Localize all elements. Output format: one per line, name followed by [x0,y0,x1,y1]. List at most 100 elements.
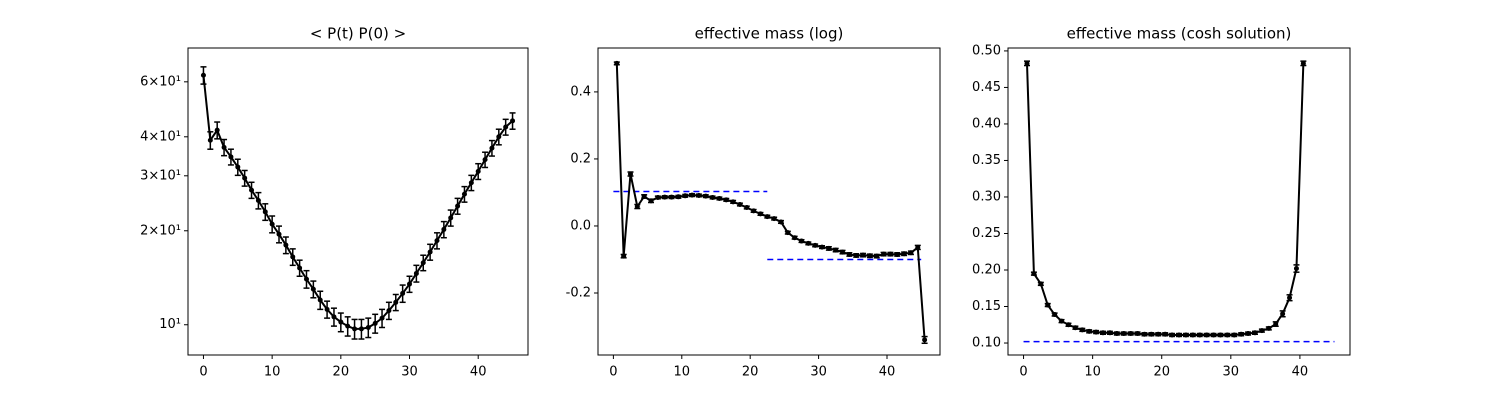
data-line [1026,63,1305,336]
data-point [1245,331,1251,337]
data-point [1204,332,1210,338]
x-tick-label: 30 [1223,365,1240,380]
data-point [242,175,248,181]
data-point [331,314,337,320]
data-point [407,281,413,287]
y-tick-label: 0.35 [972,153,1001,168]
data-point [1059,318,1065,324]
axes-frame [187,47,529,356]
data-point [641,193,647,199]
data-point [1266,325,1272,331]
x-tick-label: 0 [199,365,207,380]
data-point [496,134,502,140]
y-tick-label: 0.10 [972,336,1001,351]
data-point [386,308,392,314]
data-point [1162,331,1168,337]
data-point [1211,332,1217,338]
data-point [689,192,695,198]
x-tick-label: 10 [264,365,281,380]
data-point [887,251,893,257]
data-point [1217,332,1223,338]
data-point [785,230,791,236]
y-tick-label: 2×10¹ [140,223,181,238]
data-point [627,171,633,177]
data-point [283,242,289,248]
data-point [228,154,234,160]
data-point [805,240,811,246]
data-point [1141,331,1147,337]
data-point [461,191,467,197]
x-tick-label: 30 [810,365,827,380]
data-point [675,194,681,200]
data-point [1093,329,1099,335]
y-tick-label: 0.2 [570,151,591,166]
data-point [310,286,316,292]
data-point [1169,332,1175,338]
data-point [1121,331,1127,337]
data-point [853,252,859,258]
data-point [716,195,722,201]
data-point [413,270,419,276]
y-tick-label: -0.2 [566,285,591,300]
chart-title: effective mass (log) [695,25,844,43]
data-point [833,247,839,253]
data-point [1252,330,1258,336]
y-tick-label: 4×10¹ [140,129,181,144]
data-point [455,203,461,209]
data-point [764,214,770,220]
data-point [819,244,825,250]
x-tick-label: 10 [1084,365,1101,380]
x-tick-label: 30 [401,365,418,380]
data-point [703,193,709,199]
chart-title: effective mass (cosh solution) [1067,25,1292,43]
data-point [826,245,832,251]
data-point [1031,271,1037,277]
data-point [1190,332,1196,338]
data-point [448,215,454,221]
data-point [510,118,516,124]
data-point [894,251,900,257]
x-tick-label: 40 [470,365,487,380]
data-point [1155,331,1161,337]
data-point [338,319,344,325]
data-point [874,253,880,259]
data-point [621,253,627,259]
data-point [915,244,921,250]
data-point [648,198,654,204]
data-point [771,216,777,222]
data-point [737,202,743,208]
data-point [400,290,406,296]
y-tick-label: 0.30 [972,189,1001,204]
y-tick-label: 0.50 [972,43,1001,58]
data-point [1176,332,1182,338]
data-point [297,265,303,271]
chart-title: < P(t) P(0) > [310,25,406,43]
data-point [1183,332,1189,338]
data-point [365,324,371,330]
data-point [778,219,784,225]
data-point [1100,330,1106,336]
data-point [235,164,241,170]
data-point [441,226,447,232]
data-point [482,157,488,163]
x-tick-label: 0 [1019,365,1027,380]
data-point [503,124,509,130]
y-tick-label: 0.15 [972,299,1001,314]
y-tick-label: 0.45 [972,80,1001,95]
data-point [723,197,729,203]
data-point [249,187,255,193]
data-point [489,145,495,151]
data-point [1024,60,1030,66]
axes-frame [597,47,941,356]
data-point [475,168,481,174]
data-point [207,137,213,143]
y-tick-label: 6×10¹ [140,74,181,89]
data-point [682,193,688,199]
data-point [434,238,440,244]
data-point [1114,331,1120,337]
data-point [200,72,206,78]
data-point [634,204,640,210]
data-point [352,326,358,332]
data-point [1273,321,1279,327]
